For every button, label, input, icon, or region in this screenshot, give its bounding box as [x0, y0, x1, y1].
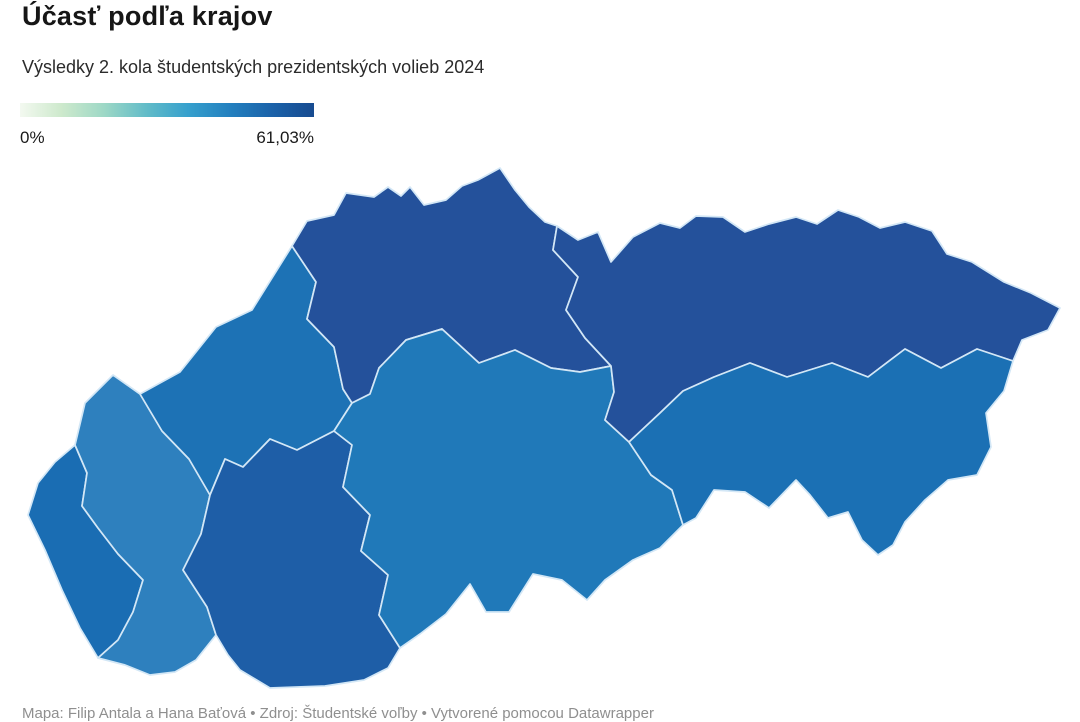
page-title: Účasť podľa krajov	[22, 1, 273, 31]
legend-labels: 0% 61,03%	[20, 128, 314, 148]
kosicky-kraj-region[interactable]	[628, 348, 1014, 556]
legend-gradient-bar	[20, 103, 314, 117]
map-regions-group	[27, 167, 1061, 689]
attribution-footer: Mapa: Filip Antala a Hana Baťová • Zdroj…	[22, 705, 654, 722]
legend-max-label: 61,03%	[256, 128, 314, 147]
legend-min-label: 0%	[20, 128, 45, 147]
chart-subtitle: Výsledky 2. kola študentských prezidents…	[22, 57, 485, 77]
banskobystricky-kraj-region[interactable]	[333, 328, 684, 649]
